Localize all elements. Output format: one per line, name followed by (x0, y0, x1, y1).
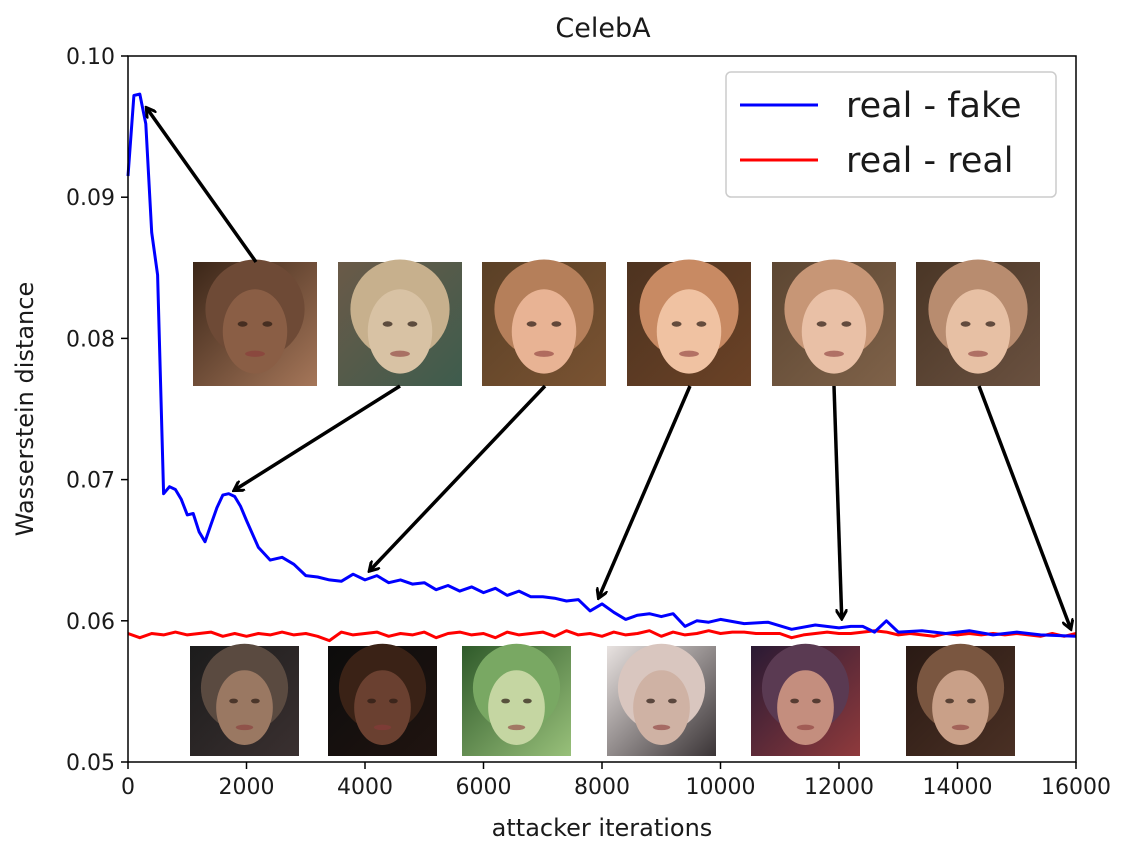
real-face-3 (462, 643, 571, 756)
real-face-5 (751, 643, 860, 756)
legend: real - fake real - real (725, 71, 1057, 198)
x-tick-label: 12000 (804, 775, 874, 800)
y-tick-label: 0.07 (66, 469, 115, 494)
generated-face-iter-200 (193, 259, 317, 386)
generated-face-iter-12000 (772, 259, 896, 386)
plot-area (126, 92, 1077, 643)
arrow-generated-face-iter-4000 (369, 384, 547, 571)
series-line-real-real (127, 629, 1077, 643)
x-axis-label: attacker iterations (492, 814, 713, 842)
legend-box (725, 71, 1057, 198)
arrow-generated-face-iter-12000 (832, 385, 842, 619)
y-tick-label: 0.10 (66, 45, 115, 70)
arrow-generated-face-iter-8000 (598, 385, 692, 598)
x-tick-label: 14000 (923, 775, 993, 800)
real-face-6 (906, 643, 1015, 756)
series-line-real-fake (126, 92, 1077, 638)
generated-face-iter-1700 (338, 259, 462, 386)
annotation-arrows (146, 107, 1071, 629)
y-tick-label: 0.08 (66, 327, 115, 352)
arrow-generated-face-iter-16000 (977, 385, 1071, 629)
y-axis-label: Wasserstein distance (11, 282, 39, 536)
x-tick-label: 4000 (337, 775, 393, 800)
y-tick-label: 0.06 (66, 610, 115, 635)
x-tick-label: 10000 (686, 775, 756, 800)
x-tick-label: 2000 (219, 775, 275, 800)
real-face-1 (190, 643, 299, 756)
sample-images (190, 259, 1040, 756)
generated-face-iter-4000 (482, 259, 606, 386)
legend-label-real-real: real - real (846, 141, 1014, 181)
arrow-generated-face-iter-1700 (234, 384, 401, 491)
generated-face-iter-8000 (627, 259, 751, 386)
x-tick-label: 8000 (574, 775, 630, 800)
x-tick-label: 6000 (456, 775, 512, 800)
x-tick-label: 0 (121, 775, 135, 800)
generated-face-iter-16000 (916, 259, 1040, 386)
legend-label-real-fake: real - fake (846, 86, 1022, 126)
real-face-2 (328, 643, 437, 756)
y-tick-label: 0.05 (66, 751, 115, 776)
chart-title: CelebA (555, 13, 651, 44)
plot-frame (127, 55, 1077, 763)
axis-ticks: 0 2000 4000 6000 8000 10000 12000 14000 16000 0.0… (66, 45, 1111, 800)
x-tick-label: 16000 (1041, 775, 1111, 800)
y-tick-label: 0.09 (66, 186, 115, 211)
arrow-generated-face-iter-200 (146, 107, 258, 264)
real-face-4 (607, 643, 716, 756)
